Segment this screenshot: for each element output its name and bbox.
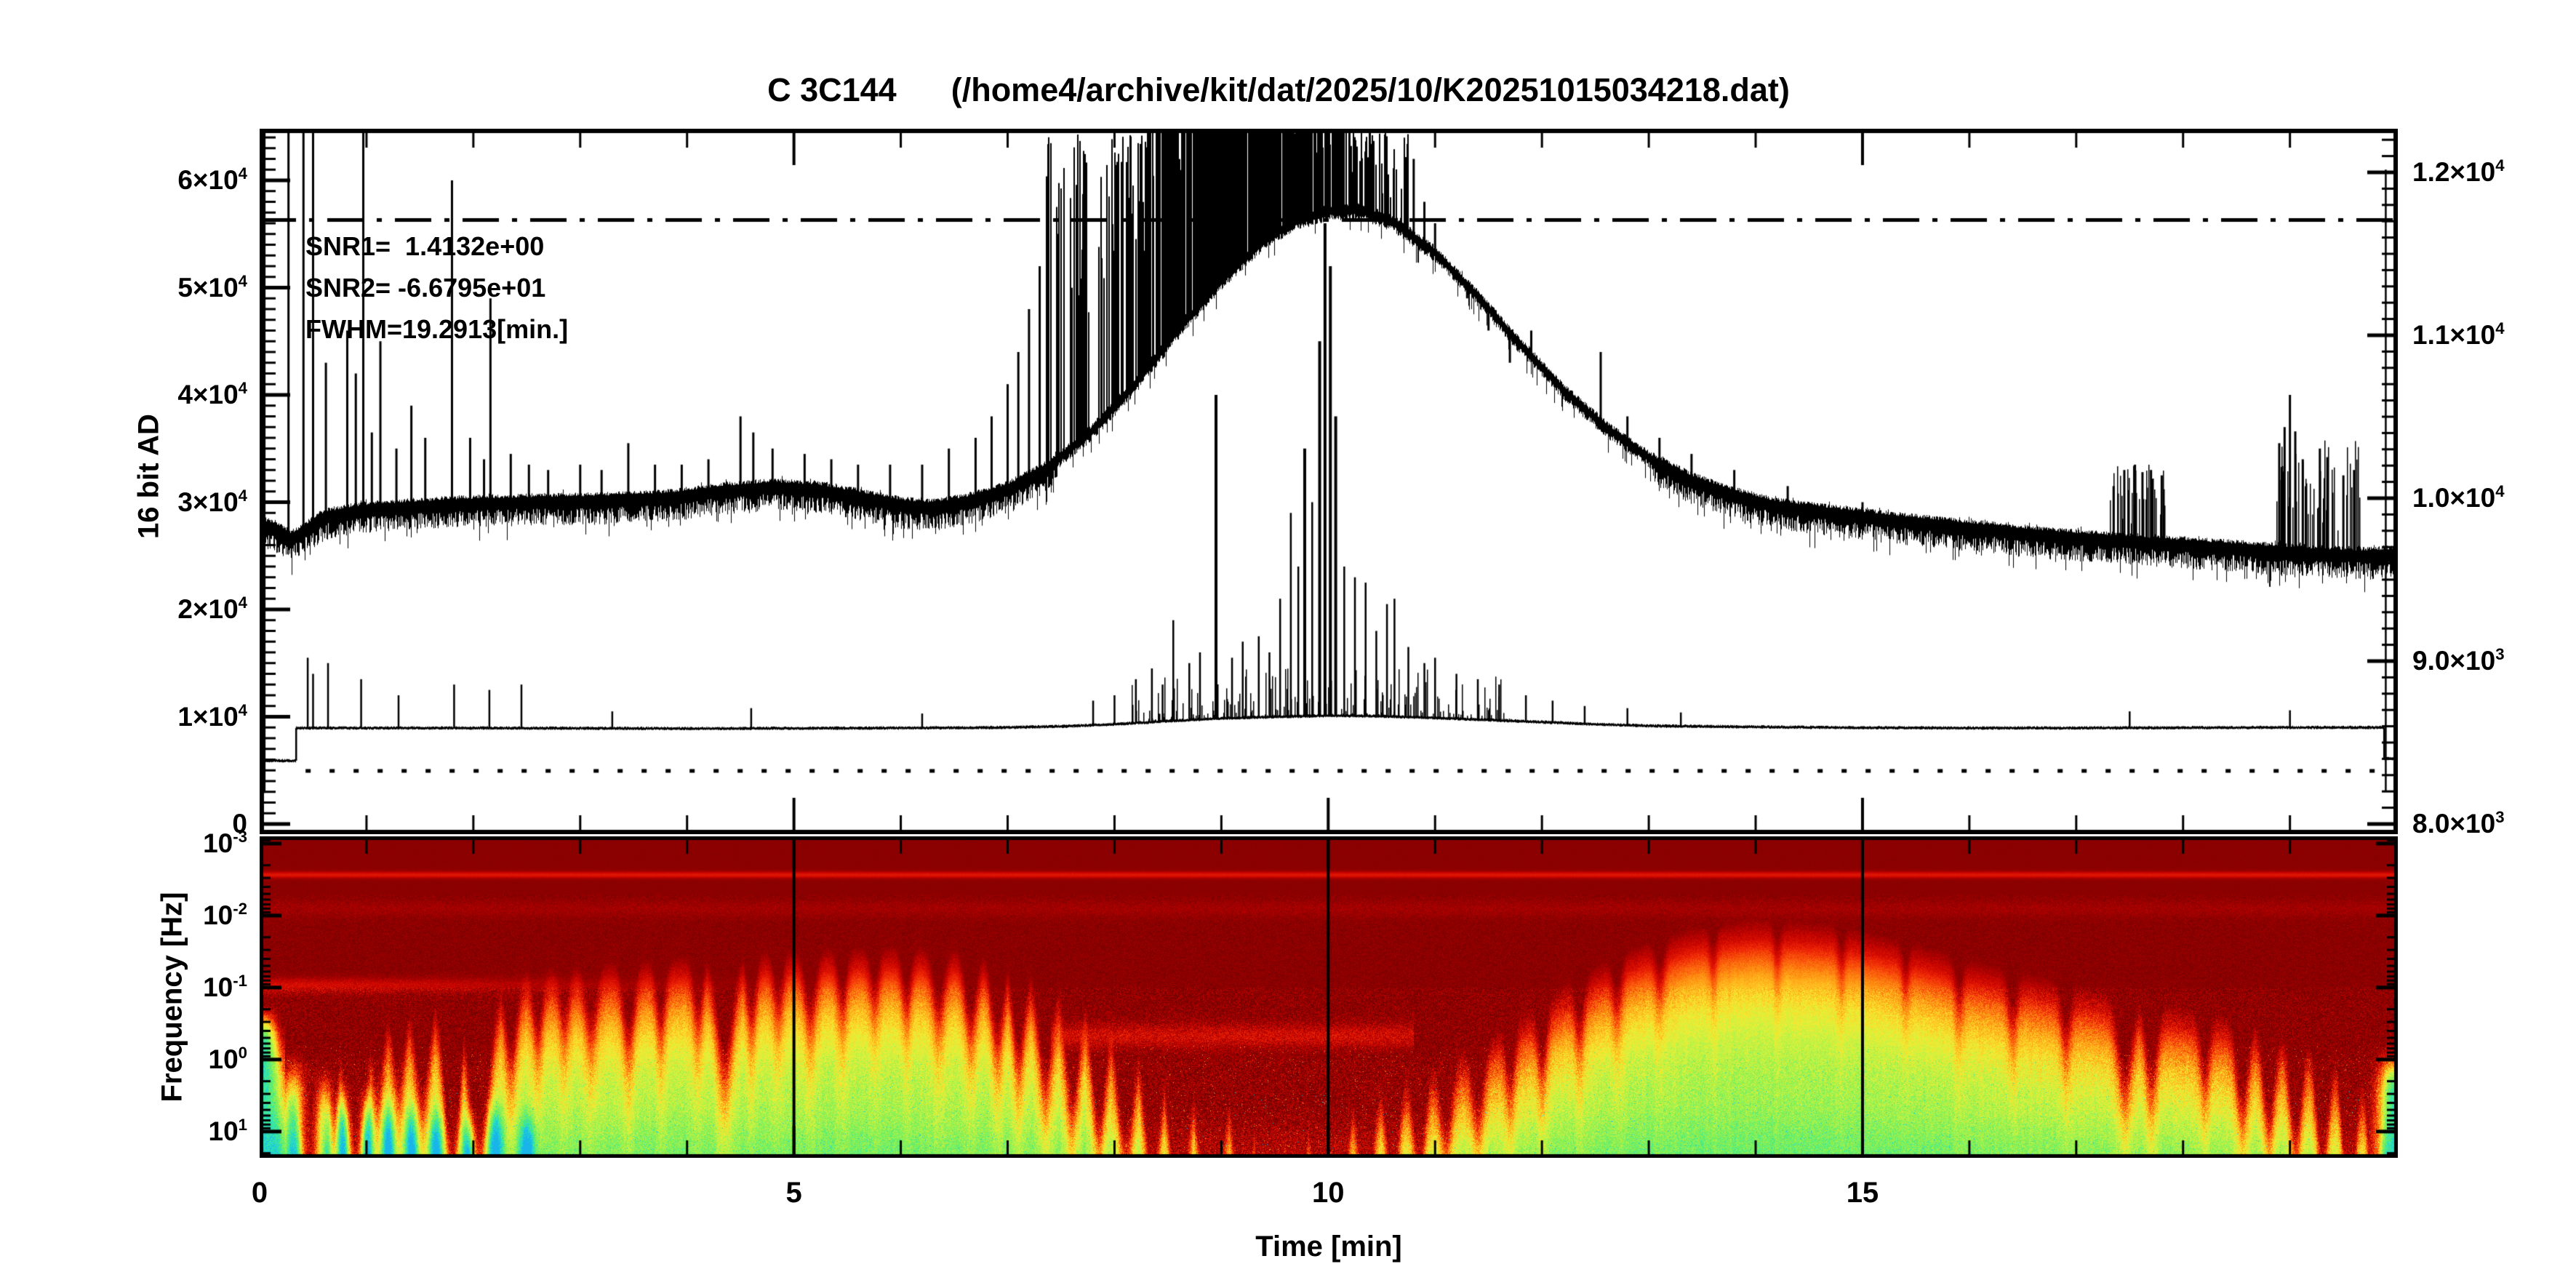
spectrogram-canvas	[260, 836, 2398, 1158]
page-title: C 3C144 (/home4/archive/kit/dat/2025/10/…	[767, 71, 1790, 108]
right-axis-tick-label-11000: 1.1×104	[2412, 319, 2505, 350]
freq-axis-tick-label-1: 101	[208, 1116, 248, 1146]
fwhm-annotation: FWHM=19.2913[min.]	[305, 314, 569, 344]
freq-axis-tick-label--1: 10-1	[203, 972, 247, 1002]
left-axis-tick-label-10000: 1×104	[177, 700, 247, 732]
freq-axis-tick-label-0: 100	[208, 1044, 248, 1074]
time-axis-tick-label-0: 0	[251, 1177, 268, 1209]
freq-axis-tick-label--3: 10-3	[203, 828, 247, 858]
freq-axis-title: Frequency [Hz]	[156, 892, 188, 1103]
left-axis-tick-label-60000: 6×104	[177, 164, 247, 195]
time-axis-tick-label-10: 10	[1312, 1177, 1345, 1209]
left-axis-tick-label-50000: 5×104	[177, 271, 247, 303]
right-axis-tick-label-12000: 1.2×104	[2412, 156, 2505, 187]
left-axis-tick-label-20000: 2×104	[177, 593, 247, 624]
time-axis-title: Time [min]	[1255, 1231, 1402, 1263]
time-axis-tick-label-15: 15	[1846, 1177, 1879, 1209]
left-axis-tick-label-30000: 3×104	[177, 486, 247, 517]
freq-axis-tick-label--2: 10-2	[203, 900, 247, 930]
snr2-annotation: SNR2= -6.6795e+01	[305, 273, 546, 303]
left-axis-title: 16 bit AD	[132, 414, 165, 539]
time-axis-tick-label-5: 5	[785, 1177, 802, 1209]
right-axis-tick-label-10000: 1.0×104	[2412, 482, 2505, 513]
right-axis-tick-label-9000: 9.0×103	[2412, 645, 2505, 676]
left-axis-tick-label-40000: 4×104	[177, 379, 247, 409]
right-axis-tick-label-8000: 8.0×103	[2412, 808, 2505, 839]
top-plot-canvas	[260, 129, 2398, 834]
left-axis-tick-label-0: 0	[232, 809, 247, 839]
snr1-annotation: SNR1= 1.4132e+00	[305, 231, 545, 261]
